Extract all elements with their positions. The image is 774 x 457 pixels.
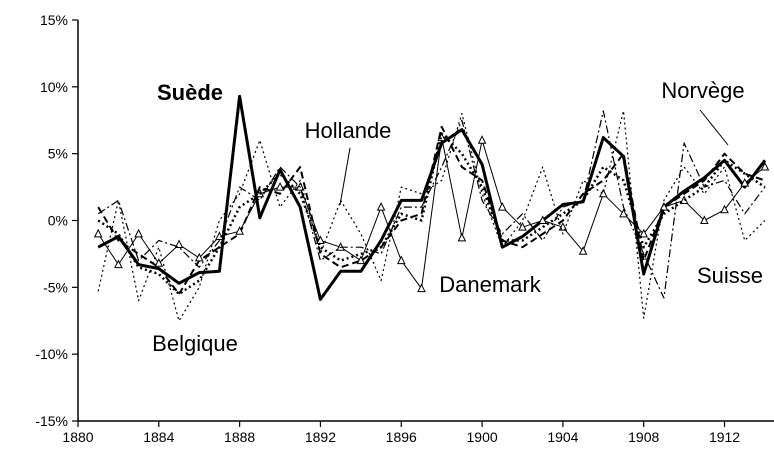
x-tick-label: 1912 [709,429,740,445]
pointer-line [699,109,729,146]
triangle-marker [356,255,366,265]
series-label: Suède [157,80,223,105]
triangle-marker [639,228,649,238]
triangle-marker [154,258,164,267]
triangle-marker [316,235,325,245]
triangle-marker [194,252,204,262]
triangle-marker [538,215,548,224]
triangle-marker [700,215,709,224]
triangle-marker [619,208,628,218]
triangle-marker [275,181,285,191]
series-label: Danemark [439,272,541,297]
y-tick-label: -15% [35,413,68,429]
series-line [97,110,766,299]
x-tick-label: 1900 [467,429,498,445]
series-line [97,94,767,301]
triangle-marker [598,188,608,198]
triangle-marker [740,177,750,187]
triangle-marker [376,202,386,211]
series-line [97,137,766,290]
x-tick-label: 1884 [143,429,174,445]
y-tick-label: -5% [43,279,68,295]
x-tick-label: 1880 [62,429,93,445]
triangle-marker [578,246,588,255]
x-tick-label: 1896 [386,429,417,445]
triangle-marker [174,239,184,249]
y-tick-label: 15% [40,12,68,28]
y-tick-label: 0% [48,213,68,229]
y-tick-label: -10% [35,346,68,362]
series-label: Belgique [152,331,238,356]
x-tick-label: 1888 [224,429,255,445]
x-tick-label: 1908 [628,429,659,445]
triangle-marker [497,202,507,211]
triangle-marker [760,161,770,171]
triangle-marker [659,202,669,211]
series-line [97,125,766,295]
triangle-marker [417,283,426,293]
triangle-marker [518,222,527,231]
x-tick-label: 1904 [547,429,578,445]
y-tick-label: 5% [48,146,68,162]
series-line [97,132,766,296]
triangle-marker [396,255,406,265]
x-tick-label: 1892 [305,429,336,445]
triangle-marker [720,204,729,214]
triangle-marker [457,232,467,242]
pointer-line [339,147,351,206]
series-label: Suisse [697,263,763,288]
triangle-marker [93,228,103,238]
y-tick-label: 10% [40,79,68,95]
series-line [97,110,766,322]
triangle-marker [134,228,143,238]
series-label: Hollande [305,118,392,143]
triangle-marker [235,226,244,235]
series-label: Norvège [661,78,744,103]
triangle-marker [477,135,487,144]
triangle-marker [114,259,123,269]
